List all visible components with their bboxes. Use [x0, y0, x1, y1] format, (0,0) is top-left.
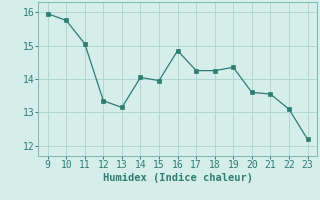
X-axis label: Humidex (Indice chaleur): Humidex (Indice chaleur)	[103, 173, 252, 183]
